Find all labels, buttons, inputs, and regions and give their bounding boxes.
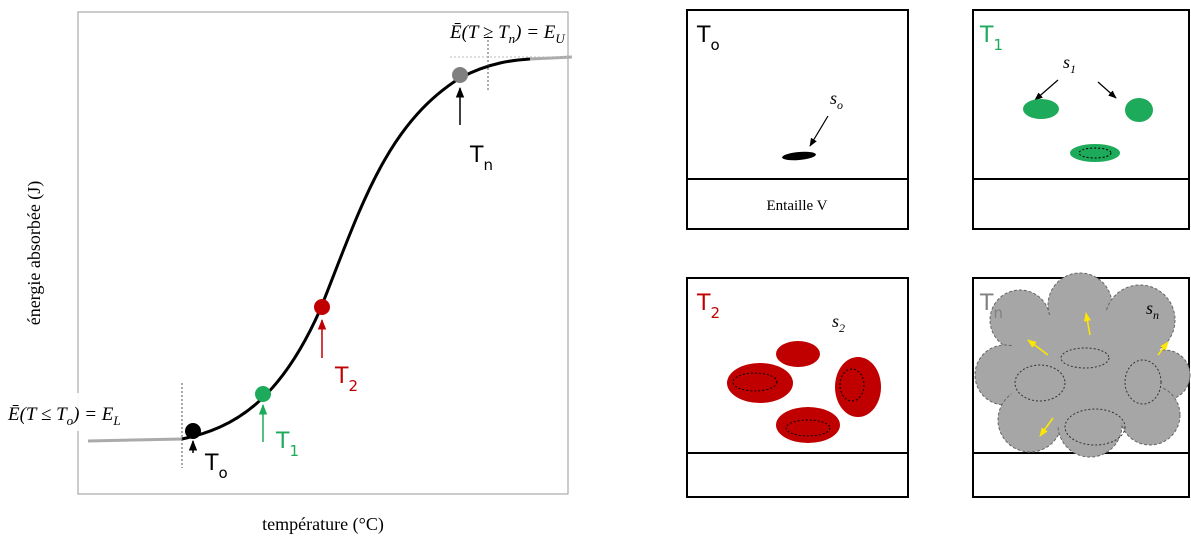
panel-label: Tn	[979, 291, 1003, 322]
eq-sub: L	[112, 413, 120, 428]
panel-label: T2	[696, 291, 720, 322]
arrow	[1097, 81, 1117, 99]
notch-outlines	[732, 368, 865, 437]
crack-site	[782, 151, 816, 161]
point-tn	[452, 67, 468, 83]
site-sub: n	[1153, 308, 1159, 322]
point-label: T1	[275, 429, 299, 460]
site-label: so	[830, 88, 843, 112]
label-sub: 2	[710, 304, 720, 322]
notch-outline	[1078, 147, 1112, 159]
upper-equation: Ē(T ≥ Tn) = EU	[449, 22, 566, 46]
label: T	[696, 23, 711, 48]
label-sub: o	[710, 36, 719, 54]
eq-part: Ē(T ≥ T	[449, 22, 510, 43]
upper-shelf	[529, 55, 573, 61]
panel-label: To	[696, 23, 720, 54]
eq-sub: n	[509, 31, 516, 46]
site-label: s1	[1063, 52, 1076, 76]
site-label: sn	[1146, 298, 1159, 322]
label: T	[469, 143, 484, 168]
point-t2	[314, 299, 330, 315]
site: s	[832, 311, 839, 331]
transition-curve	[181, 57, 531, 441]
lower-equation: Ē(T ≤ To) = EL	[7, 404, 121, 428]
site: s	[1063, 52, 1070, 72]
panel	[686, 9, 909, 230]
site-sub: 2	[839, 321, 845, 335]
arrow	[809, 115, 829, 147]
label-sub: o	[218, 464, 227, 482]
growth-arrows	[1027, 312, 1169, 437]
site: s	[830, 88, 837, 108]
label-sub: 1	[289, 442, 299, 460]
site-sub: 1	[1070, 62, 1076, 76]
panel	[686, 277, 909, 498]
label: T	[204, 451, 219, 476]
label: T	[979, 291, 994, 316]
site-label: s2	[832, 311, 845, 335]
eq-sub: o	[67, 413, 74, 428]
label: T	[979, 23, 994, 48]
site: s	[1146, 298, 1153, 318]
panel	[972, 9, 1190, 230]
label-sub: 2	[348, 377, 358, 395]
point-label: To	[204, 451, 228, 482]
label: T	[696, 291, 711, 316]
label-sub: 1	[993, 36, 1003, 54]
cloud	[974, 272, 1191, 458]
arrow	[1034, 79, 1059, 101]
eq-bg	[3, 393, 181, 431]
crack-site	[1125, 98, 1153, 122]
label-sub: n	[993, 304, 1003, 322]
point-label: Tn	[469, 143, 493, 174]
label: T	[334, 364, 349, 389]
point-to	[185, 423, 201, 439]
eq-sub: U	[555, 31, 566, 46]
chart-frame	[77, 11, 569, 495]
y-axis-label: énergie absorbée (J)	[24, 181, 45, 326]
eq-part: ) = E	[514, 22, 556, 43]
panel-footer: Entaille V	[767, 198, 828, 214]
lower-shelf	[87, 437, 183, 443]
notch-outlines	[1014, 347, 1162, 446]
site-sub: o	[837, 98, 843, 112]
point-t1	[255, 386, 271, 402]
eq-part: Ē(T ≤ T	[7, 404, 68, 425]
label: T	[275, 429, 290, 454]
panel-label: T1	[979, 23, 1003, 54]
label-sub: n	[483, 156, 493, 174]
crack-site	[1070, 144, 1120, 162]
point-label: T2	[334, 364, 358, 395]
crack-site	[1023, 99, 1059, 119]
crack-sites	[727, 341, 881, 443]
x-axis-label: température (°C)	[262, 514, 384, 535]
eq-part: ) = E	[72, 404, 114, 425]
